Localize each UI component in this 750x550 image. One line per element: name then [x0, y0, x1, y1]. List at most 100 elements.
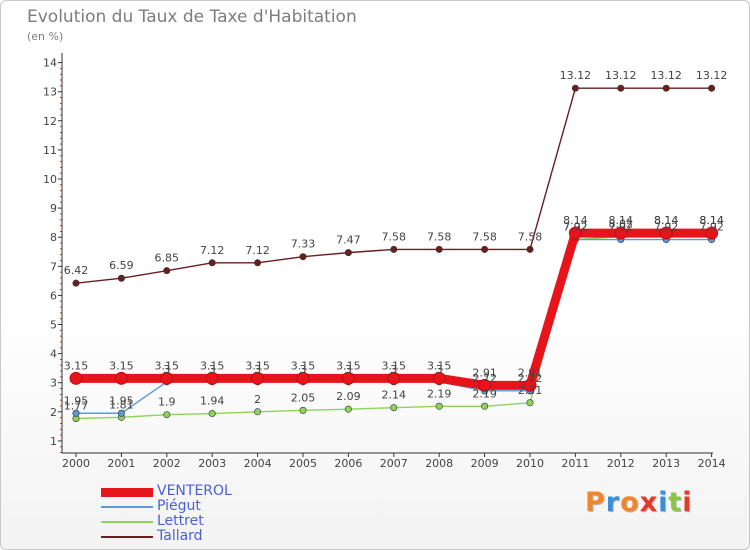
- y-tick-label: 1: [50, 435, 57, 448]
- data-label: 3.15: [336, 359, 361, 372]
- data-point: [526, 245, 534, 253]
- data-label: 3: [300, 363, 307, 376]
- data-point: [432, 371, 446, 385]
- data-label: 2: [254, 393, 261, 406]
- data-point: [344, 249, 352, 257]
- logo-letter: i: [682, 487, 693, 518]
- y-tick-label: 12: [43, 115, 57, 128]
- data-point: [208, 410, 216, 418]
- data-label: 3: [163, 363, 170, 376]
- proxiti-logo: Proxiti: [585, 487, 693, 518]
- y-tick-label: 14: [43, 57, 57, 70]
- data-point: [114, 371, 128, 385]
- data-point: [299, 406, 307, 414]
- x-tick-label: 2014: [698, 457, 726, 470]
- legend-label: VENTEROL: [157, 483, 232, 499]
- data-label: 2.05: [291, 391, 316, 404]
- data-label: 13.12: [696, 69, 728, 82]
- data-label: 2.14: [382, 389, 407, 402]
- data-label: 3: [390, 363, 397, 376]
- data-label: 13.12: [560, 69, 592, 82]
- data-label: 3.15: [245, 359, 270, 372]
- data-label: 2.72: [472, 372, 497, 385]
- data-label: 7.92: [563, 221, 588, 234]
- x-tick-label: 2001: [107, 457, 135, 470]
- data-point: [526, 399, 534, 407]
- y-tick-label: 5: [50, 319, 57, 332]
- data-point: [163, 267, 171, 275]
- x-tick-label: 2006: [334, 457, 362, 470]
- data-point: [117, 409, 125, 417]
- data-point: [617, 84, 625, 92]
- data-label: 3: [436, 363, 443, 376]
- data-point: [344, 405, 352, 413]
- data-point: [254, 408, 262, 416]
- data-label: 2.31: [518, 384, 543, 397]
- data-point: [523, 378, 537, 392]
- logo-letter: P: [585, 487, 606, 518]
- data-point: [435, 402, 443, 410]
- data-point: [614, 226, 628, 240]
- data-label: 1.77: [64, 399, 89, 412]
- data-point: [481, 402, 489, 410]
- logo-letter: i: [658, 487, 669, 518]
- data-label: 3.15: [64, 359, 89, 372]
- data-point: [708, 84, 716, 92]
- y-tick-label: 9: [50, 202, 57, 215]
- x-tick-label: 2002: [153, 457, 181, 470]
- x-tick-label: 2009: [471, 457, 499, 470]
- data-label: 6.59: [109, 259, 134, 272]
- data-point: [387, 371, 401, 385]
- data-label: 2.91: [518, 366, 543, 379]
- data-point: [390, 245, 398, 253]
- legend-swatch: [101, 521, 153, 523]
- data-point: [251, 371, 265, 385]
- data-label: 6.85: [155, 252, 180, 265]
- data-label: 3.15: [427, 359, 452, 372]
- data-point: [481, 245, 489, 253]
- y-tick-label: 13: [43, 86, 57, 99]
- data-label: 3: [345, 363, 352, 376]
- data-label: 2.19: [472, 387, 497, 400]
- y-tick-label: 3: [50, 377, 57, 390]
- data-label: 3: [209, 363, 216, 376]
- data-point: [571, 84, 579, 92]
- data-label: 2.09: [336, 390, 361, 403]
- data-point: [299, 253, 307, 261]
- data-point: [160, 371, 174, 385]
- data-point: [705, 226, 719, 240]
- data-label: 8.02: [609, 218, 634, 231]
- data-label: 7.58: [427, 230, 452, 243]
- data-point: [662, 84, 670, 92]
- data-label: 13.12: [605, 69, 637, 82]
- data-label: 7.92: [654, 221, 679, 234]
- logo-letter: t: [668, 487, 683, 518]
- data-label: 3.15: [291, 359, 316, 372]
- data-label: 7.92: [563, 221, 588, 234]
- data-label: 7.47: [336, 234, 361, 247]
- data-point: [435, 245, 443, 253]
- data-label: 2.91: [472, 366, 497, 379]
- y-tick-label: 2: [50, 406, 57, 419]
- data-label: 7.58: [518, 230, 543, 243]
- data-label: 3.15: [200, 359, 225, 372]
- y-tick-label: 10: [43, 173, 57, 186]
- series-line: [76, 238, 712, 414]
- data-point: [659, 226, 673, 240]
- x-tick-label: 2005: [289, 457, 317, 470]
- x-tick-label: 2000: [62, 457, 90, 470]
- logo-letter: x: [639, 487, 659, 518]
- data-label: 1.9: [158, 396, 176, 409]
- data-label: 8.14: [654, 214, 679, 227]
- data-label: 7.92: [699, 221, 724, 234]
- data-label: 1.95: [64, 394, 89, 407]
- x-tick-label: 2012: [607, 457, 635, 470]
- legend-label: Lettret: [157, 513, 204, 529]
- x-tick-label: 2013: [652, 457, 680, 470]
- data-point: [117, 274, 125, 282]
- legend-swatch: [101, 487, 153, 497]
- data-point: [254, 259, 262, 267]
- data-label: 3: [254, 363, 261, 376]
- chart-subtitle: (en %): [27, 30, 64, 43]
